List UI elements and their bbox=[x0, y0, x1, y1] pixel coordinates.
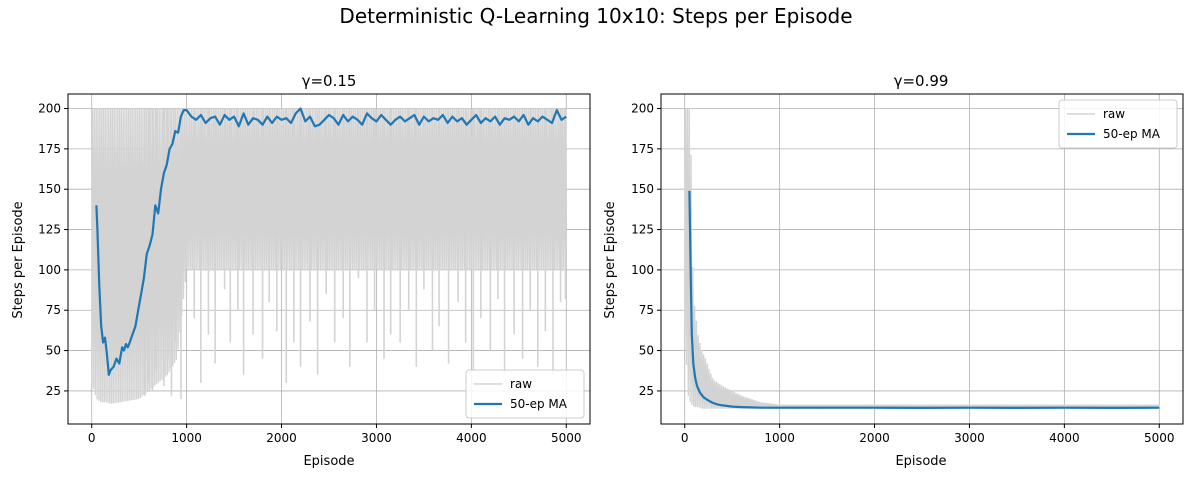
x-tick-label: 2000 bbox=[266, 431, 297, 445]
legend-label-ma: 50-ep MA bbox=[1103, 127, 1161, 141]
raw-series-line bbox=[91, 108, 567, 404]
x-axis-label: Episode bbox=[895, 454, 946, 469]
x-tick-label: 0 bbox=[88, 431, 96, 445]
legend-label-raw: raw bbox=[510, 377, 532, 391]
x-axis-label: Episode bbox=[303, 454, 354, 469]
x-tick-label: 5000 bbox=[1144, 431, 1175, 445]
moving-average-line bbox=[95, 107, 567, 376]
legend-box bbox=[1058, 99, 1178, 149]
plot-frame bbox=[67, 93, 591, 425]
x-tick-label: 5000 bbox=[551, 431, 582, 445]
y-tick-label: 50 bbox=[46, 344, 61, 358]
y-tick-label: 175 bbox=[631, 142, 654, 156]
subplot-gamma-0-99: γ=0.99 Episode Steps per Episode 0 1000 20… bbox=[603, 72, 1184, 469]
legend-label-ma: 50-ep MA bbox=[510, 397, 568, 411]
y-tick-label: 100 bbox=[38, 263, 61, 277]
x-tick-label: 1000 bbox=[171, 431, 202, 445]
x-tick-label: 4000 bbox=[1049, 431, 1080, 445]
y-tick-label: 200 bbox=[38, 102, 61, 116]
x-tick-label: 4000 bbox=[456, 431, 487, 445]
x-tick-label: 3000 bbox=[361, 431, 392, 445]
y-axis-label: Steps per Episode bbox=[11, 201, 26, 318]
y-tick-label: 25 bbox=[46, 384, 61, 398]
y-tick-label: 75 bbox=[46, 303, 61, 317]
y-tick-label: 200 bbox=[631, 102, 654, 116]
y-tick-label: 150 bbox=[38, 182, 61, 196]
raw-series-line bbox=[684, 108, 1160, 409]
x-tick-label: 0 bbox=[681, 431, 689, 445]
moving-average-line bbox=[688, 190, 1160, 409]
y-tick-label: 125 bbox=[38, 223, 61, 237]
legend-box bbox=[465, 369, 585, 419]
plot-frame bbox=[660, 93, 1184, 425]
y-tick-label: 100 bbox=[631, 263, 654, 277]
y-tick-label: 25 bbox=[639, 384, 654, 398]
y-tick-label: 50 bbox=[639, 344, 654, 358]
figure-suptitle: Deterministic Q-Learning 10x10: Steps pe… bbox=[339, 4, 852, 28]
y-tick-label: 175 bbox=[38, 142, 61, 156]
x-tick-label: 2000 bbox=[859, 431, 890, 445]
y-tick-label: 75 bbox=[639, 303, 654, 317]
y-tick-label: 125 bbox=[631, 223, 654, 237]
subplot-title: γ=0.15 bbox=[302, 72, 357, 90]
x-tick-label: 1000 bbox=[764, 431, 795, 445]
x-tick-label: 3000 bbox=[954, 431, 985, 445]
y-axis-label: Steps per Episode bbox=[603, 201, 618, 318]
y-tick-label: 150 bbox=[631, 182, 654, 196]
subplot-gamma-0-15: γ=0.15 Episode Steps per Episode 0 1000 20… bbox=[11, 72, 591, 469]
subplot-title: γ=0.99 bbox=[894, 72, 949, 90]
legend-label-raw: raw bbox=[1103, 107, 1125, 121]
